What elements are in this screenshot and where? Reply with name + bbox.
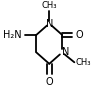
Text: CH₃: CH₃	[42, 1, 57, 10]
Text: O: O	[45, 77, 53, 87]
Text: H₂N: H₂N	[3, 30, 22, 40]
Text: N: N	[46, 19, 53, 29]
Text: N: N	[62, 47, 70, 57]
Text: O: O	[75, 30, 83, 40]
Text: CH₃: CH₃	[75, 58, 91, 67]
